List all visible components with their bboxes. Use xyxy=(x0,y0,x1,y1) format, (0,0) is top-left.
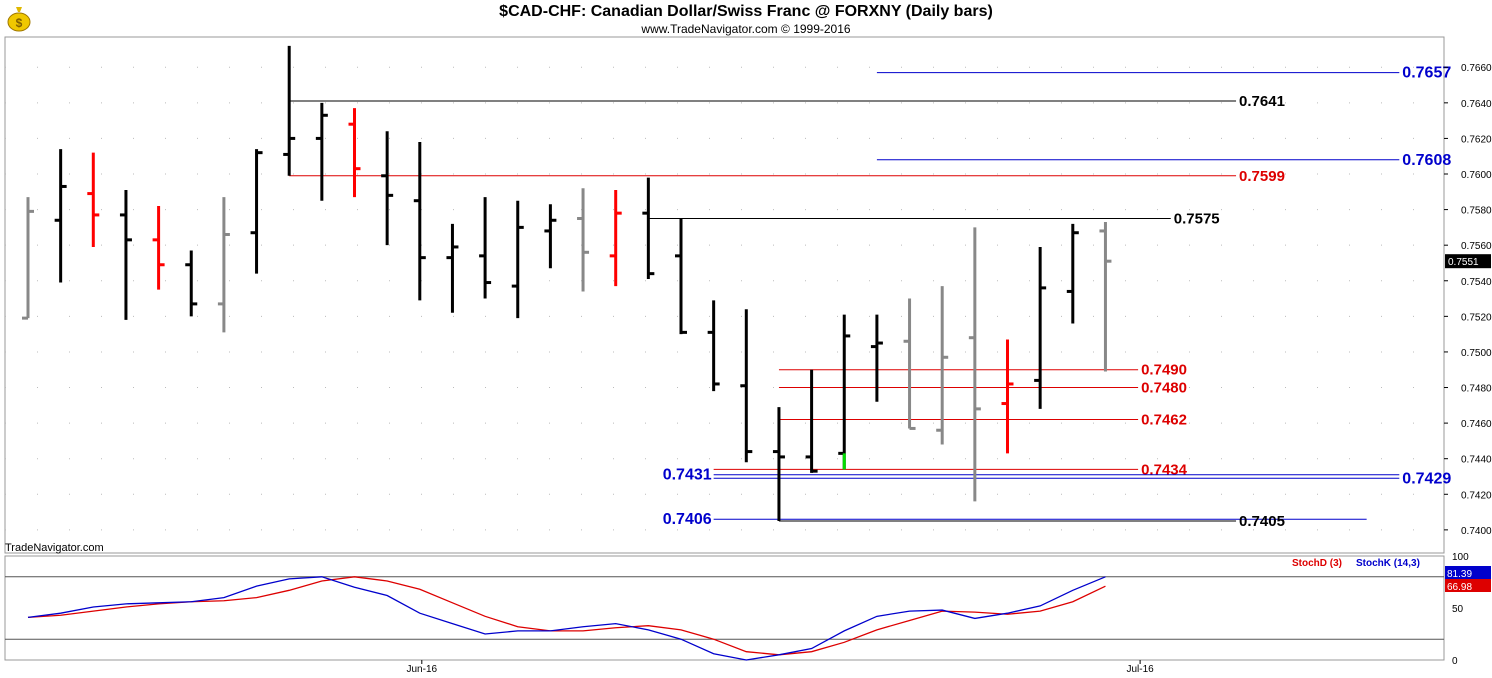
stoch-tick-label: 100 xyxy=(1452,552,1469,563)
price-tick-label: 0.7540 xyxy=(1461,277,1492,288)
price-bar xyxy=(185,250,198,317)
chart-header: $ $CAD-CHF: Canadian Dollar/Swiss Franc … xyxy=(0,0,1492,37)
time-tick-label: Jun-16 xyxy=(407,664,438,675)
level-label: 0.7406 xyxy=(663,511,712,528)
price-tick-label: 0.7480 xyxy=(1461,384,1492,395)
price-tick-label: 0.7640 xyxy=(1461,99,1492,110)
stoch-k-badge xyxy=(1445,566,1491,579)
price-bar xyxy=(642,177,655,279)
price-bar xyxy=(936,286,949,445)
grid xyxy=(4,36,1445,661)
price-bar xyxy=(54,149,67,283)
watermark-text: TradeNavigator.com xyxy=(5,542,104,554)
stoch-d-badge xyxy=(1445,579,1491,592)
stochastic-panel: 0 50 100 StochD (3) StochK (14,3) 81.39 66.98 xyxy=(5,552,1491,667)
price-bar xyxy=(772,407,785,521)
level-label: 0.7641 xyxy=(1239,93,1285,110)
price-tick-label: 0.7600 xyxy=(1461,170,1492,181)
price-bar xyxy=(446,223,459,313)
svg-text:$: $ xyxy=(16,16,23,30)
price-tick-label: 0.7560 xyxy=(1461,241,1492,252)
price-levels: 0.76570.76410.76080.75990.75750.74900.74… xyxy=(289,65,1451,530)
price-tick-label: 0.7580 xyxy=(1461,206,1492,217)
price-bars xyxy=(22,45,1112,521)
stoch-d-value: 66.98 xyxy=(1447,582,1472,593)
stoch-series-line xyxy=(27,576,1106,656)
price-axis: 0.7400 0.7420 0.7440 0.7460 0.7480 0.7500 0.75… xyxy=(1444,63,1492,537)
price-tick-label: 0.7500 xyxy=(1461,348,1492,359)
price-bar xyxy=(22,197,34,320)
stoch-k-value: 81.39 xyxy=(1447,569,1472,580)
price-bar xyxy=(1066,223,1079,324)
level-label: 0.7434 xyxy=(1141,461,1188,478)
price-bar xyxy=(250,149,263,274)
level-label: 0.7575 xyxy=(1174,210,1220,227)
price-tick-label: 0.7460 xyxy=(1461,419,1492,430)
price-bar xyxy=(1034,246,1047,409)
price-tick-label: 0.7420 xyxy=(1461,490,1492,501)
price-bar xyxy=(1099,222,1112,372)
level-label: 0.7599 xyxy=(1239,168,1285,185)
price-bar xyxy=(968,227,981,502)
price-bar xyxy=(805,369,818,473)
level-label: 0.7657 xyxy=(1402,65,1451,82)
price-bar xyxy=(119,190,132,320)
chart-title: $CAD-CHF: Canadian Dollar/Swiss Franc @ … xyxy=(499,3,993,20)
price-bar xyxy=(511,200,524,319)
price-bar xyxy=(348,108,361,198)
level-label: 0.7480 xyxy=(1141,380,1187,397)
time-tick-label: Jul-16 xyxy=(1126,664,1154,675)
price-tick-label: 0.7440 xyxy=(1461,455,1492,466)
price-tick-label: 0.7400 xyxy=(1461,526,1492,537)
level-label: 0.7431 xyxy=(663,467,712,484)
price-bar xyxy=(381,131,394,246)
price-tick-label: 0.7520 xyxy=(1461,312,1492,323)
level-label: 0.7405 xyxy=(1239,513,1285,530)
price-bar xyxy=(152,206,165,290)
price-bar xyxy=(838,314,851,470)
moneybag-logo-icon: $ xyxy=(7,7,31,32)
price-bar xyxy=(479,197,492,299)
price-bar xyxy=(87,152,100,247)
price-bar xyxy=(315,102,328,201)
price-bar xyxy=(217,197,230,333)
price-bar xyxy=(544,204,557,269)
stoch-panel-frame xyxy=(4,555,1445,661)
price-bar xyxy=(609,190,622,287)
time-axis: Jun-16 Jul-16 xyxy=(407,660,1154,675)
price-panel-frame xyxy=(4,36,1445,554)
stoch-tick-label: 0 xyxy=(1452,656,1458,667)
price-bar xyxy=(577,188,590,292)
level-label: 0.7490 xyxy=(1141,362,1187,379)
price-bar xyxy=(740,309,753,463)
price-bar xyxy=(903,298,916,430)
price-bar xyxy=(870,314,883,402)
price-tick-label: 0.7660 xyxy=(1461,63,1492,74)
stoch-series-line xyxy=(27,576,1106,661)
price-bar xyxy=(413,141,426,301)
legend-stoch-d: StochD (3) xyxy=(1292,558,1342,569)
price-tick-label: 0.7620 xyxy=(1461,134,1492,145)
chart-subtitle: www.TradeNavigator.com © 1999-2016 xyxy=(641,22,851,36)
stoch-tick-label: 50 xyxy=(1452,604,1464,615)
last-price-badge xyxy=(1445,254,1491,269)
level-label: 0.7462 xyxy=(1141,412,1187,429)
level-label: 0.7429 xyxy=(1402,470,1451,487)
price-bar xyxy=(283,45,296,176)
price-bar xyxy=(675,218,687,335)
price-bar xyxy=(1001,339,1014,454)
level-label: 0.7608 xyxy=(1402,152,1451,169)
legend-stoch-k: StochK (14,3) xyxy=(1356,558,1420,569)
price-bar xyxy=(707,300,720,392)
last-price-label: 0.7551 xyxy=(1448,257,1479,268)
